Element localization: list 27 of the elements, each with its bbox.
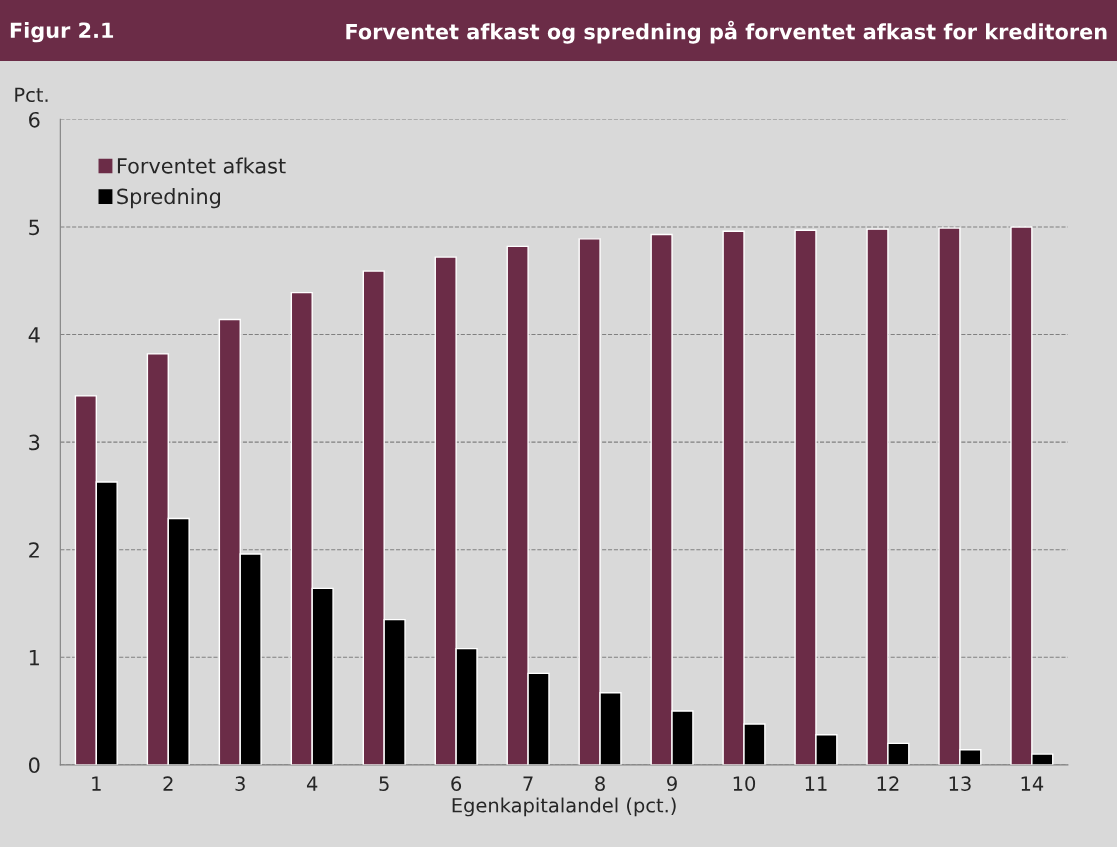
legend-label: Forventet afkast xyxy=(117,157,286,174)
legend-label: Spredning xyxy=(117,188,220,209)
x-tick-label: 6 xyxy=(451,776,462,791)
y-tick-label: 2 xyxy=(29,542,39,558)
x-tick-label: 3 xyxy=(235,776,245,791)
x-tick-label: 11 xyxy=(805,776,827,791)
x-tick-label: 8 xyxy=(595,776,605,791)
x-tick-label: 9 xyxy=(667,776,677,791)
x-tick-label: 13 xyxy=(949,776,971,791)
chart-title: Figur 2.1 xyxy=(10,22,114,43)
chart-subtitle: Forventet afkast og spredning på forventet afkast for kreditoren xyxy=(346,20,1107,44)
y-tick-label: 4 xyxy=(28,327,40,343)
x-tick-label: 1 xyxy=(92,776,101,791)
y-tick-label: 1 xyxy=(29,650,39,666)
x-tick-label: 14 xyxy=(1021,776,1044,791)
x-tick-label: 12 xyxy=(877,776,899,791)
y-axis-title: Pct. xyxy=(15,87,48,103)
y-tick-label: 6 xyxy=(29,111,40,128)
x-tick-label: 5 xyxy=(379,776,389,791)
y-tick-label: 0 xyxy=(28,757,40,774)
y-tick-label: 3 xyxy=(29,434,40,451)
x-axis-title: Egenkapitalandel (pct.) xyxy=(452,797,676,817)
x-tick-label: 2 xyxy=(163,776,173,791)
y-tick-label: 5 xyxy=(29,219,40,236)
x-tick-label: 10 xyxy=(733,776,756,791)
x-tick-label: 4 xyxy=(306,776,318,791)
x-tick-label: 7 xyxy=(523,776,533,791)
